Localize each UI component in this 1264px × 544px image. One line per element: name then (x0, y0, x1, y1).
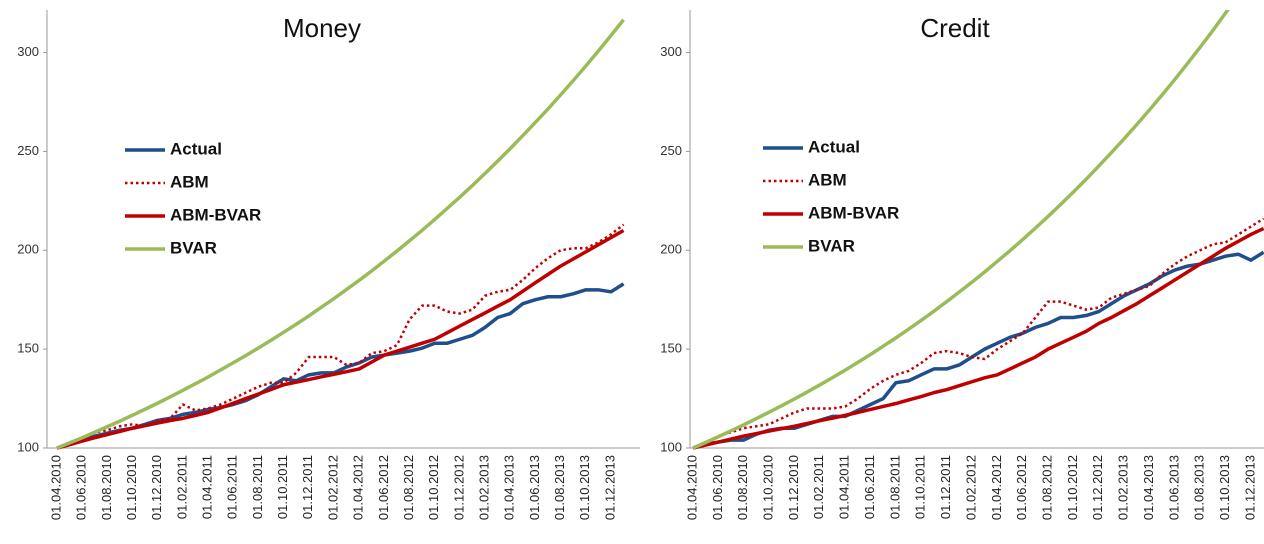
x-tick-label: 01.08.2010 (99, 455, 114, 520)
legend-label: Actual (170, 139, 222, 158)
legend-label: ABM-BVAR (808, 203, 899, 222)
x-tick-label: 01.10.2013 (1217, 455, 1232, 520)
series-line (692, 226, 1264, 450)
x-tick-label: 01.12.2013 (602, 455, 617, 520)
series-line (692, 10, 1230, 450)
legend-label: ABM (170, 172, 209, 191)
x-tick-label: 01.06.2011 (862, 455, 877, 519)
x-tick-label: 01.06.2012 (376, 455, 391, 520)
series-line (56, 282, 625, 450)
y-tick-label: 100 (17, 439, 39, 454)
y-tick-label: 250 (660, 143, 682, 158)
y-tick-label: 300 (660, 44, 682, 59)
series-line (56, 223, 625, 450)
plot-area (56, 18, 625, 450)
x-tick-label: 01.08.2010 (735, 455, 750, 520)
legend-label: ABM-BVAR (170, 205, 261, 224)
x-tick-label: 01.02.2011 (811, 455, 826, 519)
x-tick-label: 01.12.2011 (938, 455, 953, 519)
x-tick-label: 01.06.2010 (710, 455, 725, 520)
x-tick-label: 01.02.2013 (476, 455, 491, 520)
x-tick-label: 01.10.2010 (761, 455, 776, 520)
x-tick-label: 01.12.2013 (1242, 455, 1257, 520)
chart-panel: Money 100 150 200 250 300 01.04.2010 01.06.2010… (17, 10, 640, 520)
series-line (692, 250, 1264, 450)
x-tick-label: 01.12.2012 (451, 455, 466, 520)
x-tick-label: 01.04.2011 (837, 455, 852, 519)
x-tick-label: 01.08.2012 (401, 455, 416, 520)
x-tick-label: 01.08.2011 (887, 455, 902, 519)
y-tick-label: 200 (660, 242, 682, 257)
y-tick-label: 250 (17, 143, 39, 158)
x-tick-label: 01.04.2013 (502, 455, 517, 520)
x-tick-label: 01.06.2013 (527, 455, 542, 520)
x-tick-label: 01.12.2012 (1090, 455, 1105, 520)
x-tick-label: 01.08.2012 (1039, 455, 1054, 520)
x-tick-label: 01.06.2013 (1166, 455, 1181, 520)
legend-label: BVAR (808, 236, 855, 255)
chart-title: Money (283, 13, 361, 43)
x-tick-label: 01.04.2011 (200, 455, 215, 519)
x-tick-label: 01.04.2013 (1141, 455, 1156, 520)
x-tick-label: 01.10.2011 (275, 455, 290, 519)
legend-label: BVAR (170, 238, 217, 257)
x-tick-label: 01.12.2010 (149, 455, 164, 520)
chart-panel: Credit 100 150 200 250 300 01.04.2010 01.06.201… (660, 10, 1264, 520)
x-tick-label: 01.12.2010 (786, 455, 801, 520)
x-tick-label: 01.10.2013 (577, 455, 592, 520)
plot-area (692, 10, 1264, 450)
x-tick-label: 01.10.2010 (124, 455, 139, 520)
x-tick-label: 01.08.2013 (552, 455, 567, 520)
x-tick-label: 01.12.2011 (300, 455, 315, 519)
x-tick-label: 01.10.2012 (1065, 455, 1080, 520)
x-tick-label: 01.02.2012 (963, 455, 978, 520)
x-tick-label: 01.04.2012 (989, 455, 1004, 520)
x-tick-label: 01.04.2010 (684, 455, 699, 520)
x-tick-label: 01.04.2010 (48, 455, 63, 520)
legend-label: Actual (808, 137, 860, 156)
legend-label: ABM (808, 170, 847, 189)
series-line (56, 228, 625, 450)
series-line (692, 217, 1264, 450)
y-tick-label: 150 (660, 341, 682, 356)
y-tick-label: 100 (660, 439, 682, 454)
x-tick-label: 01.06.2011 (225, 455, 240, 519)
x-tick-label: 01.02.2012 (325, 455, 340, 520)
chart-title: Credit (920, 13, 990, 43)
x-tick-label: 01.04.2012 (351, 455, 366, 520)
x-tick-label: 01.02.2011 (174, 455, 189, 519)
x-tick-label: 01.10.2012 (426, 455, 441, 520)
x-tick-label: 01.06.2010 (74, 455, 89, 520)
y-tick-label: 150 (17, 341, 39, 356)
x-tick-label: 01.02.2013 (1116, 455, 1131, 520)
x-tick-label: 01.08.2011 (250, 455, 265, 519)
y-tick-label: 200 (17, 242, 39, 257)
x-tick-label: 01.06.2012 (1014, 455, 1029, 520)
x-tick-label: 01.10.2011 (913, 455, 928, 519)
y-tick-label: 300 (17, 44, 39, 59)
series-line (56, 18, 625, 450)
x-tick-label: 01.08.2013 (1192, 455, 1207, 520)
